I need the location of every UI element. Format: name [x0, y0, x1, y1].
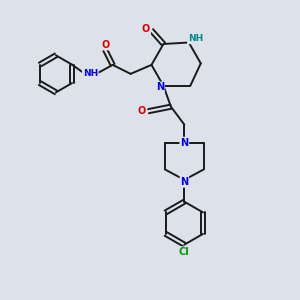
- Text: O: O: [142, 24, 150, 34]
- Text: N: N: [180, 137, 188, 148]
- Text: NH: NH: [83, 69, 98, 78]
- Text: NH: NH: [188, 34, 203, 43]
- Text: O: O: [101, 40, 109, 50]
- Text: N: N: [156, 82, 164, 92]
- Text: O: O: [138, 106, 146, 116]
- Text: Cl: Cl: [179, 247, 190, 257]
- Text: N: N: [180, 177, 188, 187]
